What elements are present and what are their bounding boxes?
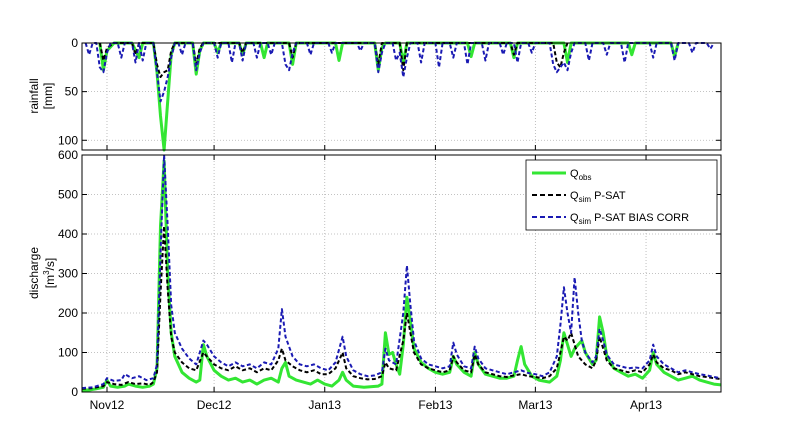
legend-qsim-psat-base: Q (570, 190, 579, 202)
discharge-unit-base: [m (43, 275, 57, 288)
rainfall-ytick-label-1: 50 (65, 85, 79, 99)
legend-label-qsim-psat: Qsim P-SAT (570, 190, 626, 204)
rainfall-y-ticks: 0 50 100 (58, 36, 721, 147)
rainfall-ytick-label-0: 0 (71, 36, 78, 50)
discharge-series-qobs (82, 159, 722, 392)
legend-qsim-psat-tail: P-SAT (591, 190, 626, 202)
legend-label-qobs: Qobs (570, 168, 591, 182)
discharge-y-ticks: 0 100 200 300 400 500 600 (58, 148, 721, 399)
discharge-ytick-label-5: 500 (58, 188, 78, 202)
discharge-ytick-label-3: 300 (58, 267, 78, 281)
discharge-ytick-label-4: 400 (58, 227, 78, 241)
discharge-xtick-label-4: Mar13 (518, 398, 552, 412)
discharge-ytick-label-2: 200 (58, 306, 78, 320)
legend-qsim-bias-tail: P-SAT BIAS CORR (591, 212, 689, 224)
legend-qobs-base: Q (570, 168, 579, 180)
discharge-unit-tail: /s] (43, 258, 57, 271)
discharge-xtick-label-0: Nov12 (90, 398, 125, 412)
rainfall-panel: 0 50 100 rainfall [mm] (27, 36, 722, 152)
discharge-unit-sup: 3 (42, 270, 51, 275)
legend: Qobs Qsim P-SAT Qsim P-SAT BIAS CORR (525, 159, 718, 231)
rainfall-ylabel: rainfall (27, 78, 41, 113)
discharge-xtick-label-5: Apr13 (630, 398, 662, 412)
discharge-series-qsim-p-sat (81, 225, 722, 390)
discharge-ytick-label-6: 600 (58, 148, 78, 162)
legend-qsim-psat-sub: sim (579, 195, 592, 204)
discharge-series-group (81, 154, 722, 392)
legend-qobs-sub: obs (579, 173, 592, 182)
rainfall-ylabel-unit: [mm] (41, 83, 55, 110)
discharge-ytick-label-0: 0 (71, 385, 78, 399)
legend-qsim-bias-sub: sim (579, 217, 592, 226)
discharge-series-qsim-p-sat-bias-corr (81, 154, 722, 390)
discharge-panel: 0 100 200 300 400 500 600 Nov12 Dec12 Jan13 Feb13… (27, 145, 722, 412)
discharge-ylabel-unit: [m3/s] (42, 258, 57, 288)
discharge-x-ticks: Nov12 Dec12 Jan13 Feb13 Mar13 Apr13 (90, 145, 662, 412)
rainfall-series-qsim-p-sat (98, 42, 569, 78)
legend-label-qsim-bias: Qsim P-SAT BIAS CORR (570, 212, 689, 226)
discharge-ylabel: discharge (27, 247, 41, 299)
discharge-xtick-label-1: Dec12 (197, 398, 232, 412)
legend-qsim-bias-base: Q (570, 212, 579, 224)
discharge-xtick-label-3: Feb13 (418, 398, 452, 412)
rainfall-ytick-label-2: 100 (58, 133, 78, 147)
rainfall-axes-box (81, 42, 722, 151)
discharge-ytick-label-1: 100 (58, 346, 78, 360)
discharge-xtick-label-2: Jan13 (308, 398, 341, 412)
